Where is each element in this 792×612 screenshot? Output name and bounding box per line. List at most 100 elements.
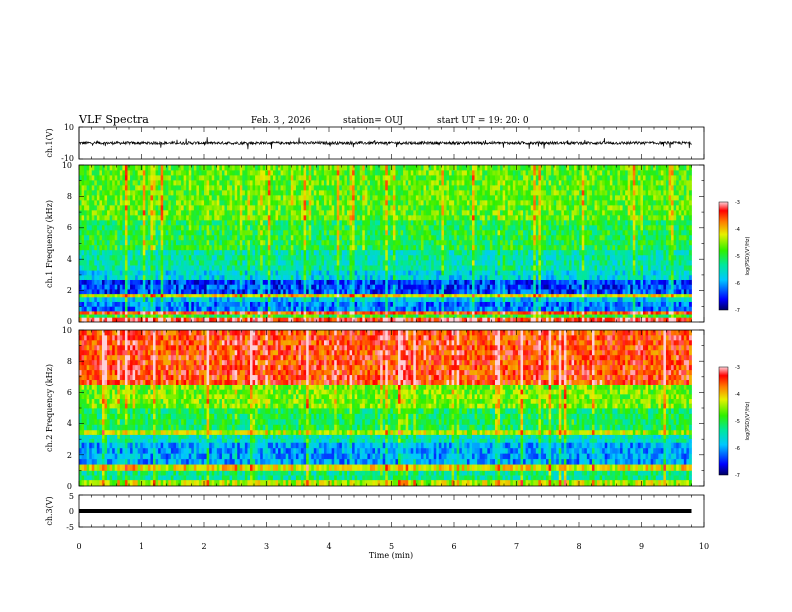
- spectrogram-cell: [280, 265, 284, 271]
- spectrogram-cell: [99, 289, 103, 295]
- spectrogram-cell: [438, 274, 442, 281]
- spectrogram-cell: [237, 293, 241, 298]
- spectrogram-cell: [99, 165, 103, 171]
- spectrogram-cell: [321, 229, 325, 236]
- spectrogram-cell: [244, 179, 248, 186]
- spectrogram-cell: [331, 209, 335, 216]
- spectrogram-cell: [344, 229, 348, 236]
- spectrogram-cell: [334, 254, 338, 261]
- spectrogram-cell: [336, 219, 340, 226]
- spectrogram-cell: [155, 199, 159, 206]
- spectrogram-cell: [173, 189, 177, 196]
- spectrogram-cell: [318, 209, 322, 216]
- spectrogram-cell: [454, 311, 458, 315]
- spectrogram-cell: [86, 170, 90, 176]
- spectrogram-cell: [260, 184, 264, 191]
- spectrogram-cell: [290, 239, 294, 246]
- spectrogram-cell: [339, 170, 343, 176]
- spectrogram-cell: [122, 259, 126, 266]
- spectrogram-cell: [117, 204, 121, 211]
- spectrogram-cell: [441, 184, 445, 191]
- spectrogram-cell: [295, 301, 299, 307]
- spectrogram-cell: [239, 179, 243, 186]
- spectrogram-cell: [418, 289, 422, 295]
- spectrogram-cell: [193, 214, 197, 221]
- spectrogram-cell: [341, 209, 345, 216]
- spectrogram-cell: [318, 239, 322, 246]
- spectrogram-cell: [431, 244, 435, 251]
- spectrogram-cell: [127, 184, 131, 191]
- spectrogram-cell: [308, 265, 312, 271]
- spectrogram-cell: [122, 311, 126, 315]
- spectrogram-cell: [418, 165, 422, 171]
- spectrogram-cell: [285, 311, 289, 315]
- spectrogram-cell: [410, 284, 414, 290]
- spectrogram-cell: [186, 244, 190, 251]
- spectrogram-cell: [122, 194, 126, 201]
- spectrogram-cell: [114, 259, 118, 266]
- spectrogram-cell: [331, 293, 335, 298]
- spectrogram-cell: [117, 249, 121, 256]
- spectrogram-cell: [104, 184, 108, 191]
- spectrogram-cell: [104, 311, 108, 315]
- spectrogram-cell: [344, 306, 348, 312]
- spectrogram-cell: [140, 224, 144, 231]
- spectrogram-cell: [147, 239, 151, 246]
- spectrogram-cell: [137, 214, 141, 221]
- spectrogram-cell: [147, 249, 151, 256]
- spectrogram-cell: [153, 199, 156, 206]
- spectrogram-cell: [449, 284, 452, 290]
- spectrogram-cell: [375, 244, 378, 251]
- spectrogram-cell: [405, 306, 409, 312]
- spectrogram-cell: [99, 194, 103, 201]
- spectrogram-cell: [168, 224, 172, 231]
- spectrogram-cell: [104, 199, 108, 206]
- spectrogram-cell: [153, 289, 156, 295]
- spectrogram-cell: [334, 209, 338, 216]
- spectrogram-cell: [262, 249, 266, 256]
- spectrogram-cell: [255, 239, 259, 246]
- spectrogram-cell: [285, 301, 289, 307]
- spectrogram-cell: [196, 314, 200, 318]
- spectrogram-cell: [387, 259, 391, 266]
- spectrogram-cell: [420, 306, 424, 312]
- spectrogram-cell: [249, 301, 253, 307]
- spectrogram-cell: [418, 293, 422, 298]
- spectrogram-cell: [403, 270, 407, 276]
- spectrogram-cell: [260, 311, 264, 315]
- spectrogram-cell: [454, 174, 458, 181]
- spectrogram-cell: [336, 189, 340, 196]
- spectrogram-cell: [221, 306, 225, 312]
- spectrogram-cell: [242, 306, 246, 312]
- spectrogram-cell: [198, 279, 202, 285]
- spectrogram-cell: [377, 239, 381, 246]
- spectrogram-cell: [262, 194, 266, 201]
- spectrogram-cell: [405, 270, 409, 276]
- spectrogram-cell: [211, 249, 215, 256]
- spectrogram-cell: [89, 179, 93, 186]
- spectrogram-cell: [262, 199, 266, 206]
- spectrogram-cell: [191, 204, 195, 211]
- spectrogram-cell: [283, 314, 287, 318]
- spectrogram-cell: [132, 311, 136, 315]
- spectrogram-cell: [298, 306, 302, 312]
- spectrogram-cell: [229, 317, 233, 322]
- spectrogram-cell: [160, 224, 164, 231]
- spectrogram-cell: [81, 270, 85, 276]
- spectrogram-cell: [155, 224, 159, 231]
- spectrogram-cell: [272, 229, 276, 236]
- spectrogram-cell: [158, 265, 162, 271]
- spectrogram-cell: [107, 224, 111, 231]
- spectrogram-cell: [418, 249, 422, 256]
- spectrogram-cell: [275, 317, 279, 322]
- spectrogram-cell: [451, 274, 455, 281]
- spectrogram-cell: [372, 254, 376, 261]
- spectrogram-cell: [249, 244, 253, 251]
- spectrogram-cell: [158, 301, 162, 307]
- spectrogram-cell: [456, 224, 460, 231]
- spectrogram-cell: [91, 279, 95, 285]
- spectrogram-cell: [311, 214, 315, 221]
- spectrogram-cell: [295, 224, 299, 231]
- spectrogram-cell: [398, 165, 401, 171]
- spectrogram-cell: [436, 249, 440, 256]
